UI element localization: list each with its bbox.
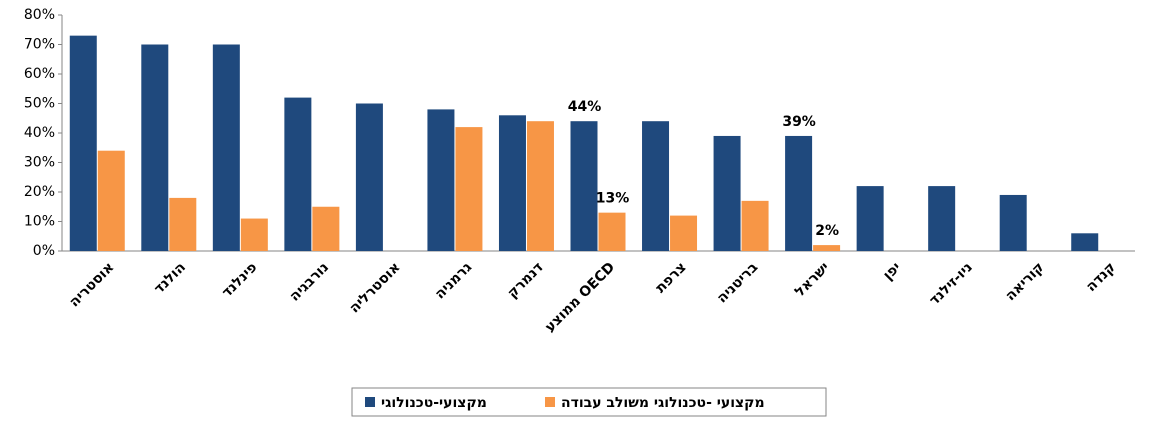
bar	[427, 109, 455, 252]
x-tick-label: הולנד	[151, 259, 189, 297]
bar	[999, 194, 1027, 251]
data-label: 13%	[596, 191, 630, 207]
bar	[856, 186, 884, 251]
x-tick-label: אוסטרליה	[347, 259, 404, 316]
data-label: 44%	[568, 99, 602, 115]
y-tick-label: 50%	[24, 96, 55, 112]
x-tick-label: גרמניה	[432, 259, 475, 302]
legend-label: מקצועי-טכנולוגי	[381, 395, 487, 411]
bar	[785, 135, 813, 251]
x-tick-label: יפן	[880, 259, 904, 283]
legend-swatch	[365, 397, 375, 407]
bar	[284, 97, 312, 251]
legend-box	[351, 387, 827, 417]
bar	[212, 44, 240, 251]
x-tick-label: דנמרק	[505, 259, 547, 301]
data-label: 2%	[815, 223, 839, 239]
bar	[355, 103, 383, 251]
x-tick-label: ממוצע OECD	[542, 259, 618, 335]
y-tick-label: 20%	[24, 184, 55, 200]
y-tick-label: 10%	[24, 214, 55, 230]
x-tick-label: אוסטריה	[66, 259, 117, 310]
x-tick-label: בריטניה	[714, 259, 761, 306]
y-tick-label: 0%	[33, 243, 55, 259]
bar	[598, 212, 626, 251]
y-tick-label: 30%	[24, 155, 55, 171]
x-tick-label: ניו-זילנד	[926, 259, 975, 308]
bar	[141, 44, 169, 251]
bar	[1071, 233, 1099, 251]
bar	[713, 135, 741, 251]
x-tick-label: פינלנד	[219, 259, 261, 301]
y-tick-label: 60%	[24, 66, 55, 82]
data-label: 39%	[782, 114, 816, 130]
x-tick-label: צרפת	[653, 259, 690, 296]
x-tick-label: נורבגיה	[287, 259, 332, 304]
legend-swatch	[545, 397, 555, 407]
bar	[928, 186, 956, 251]
legend: מקצועי-טכנולוגי מקצועי -טכנולוגי משולב עב…	[351, 387, 827, 417]
bar	[240, 218, 268, 251]
bar	[642, 121, 670, 251]
y-tick-label: 40%	[24, 125, 55, 141]
legend-label: מקצועי -טכנולוגי משולב עבודה	[561, 395, 765, 411]
y-tick-label: 70%	[24, 37, 55, 53]
bar	[498, 115, 526, 251]
bar	[169, 197, 197, 251]
x-tick-label: ישראל	[792, 259, 833, 300]
bar	[813, 245, 841, 251]
bar	[741, 200, 769, 251]
x-tick-label: קנדה	[1083, 259, 1119, 295]
bar	[69, 35, 97, 252]
bar	[97, 150, 125, 251]
bar	[526, 121, 554, 251]
bar	[570, 121, 598, 251]
x-tick-label: קוריאה	[1002, 259, 1047, 304]
bar	[455, 127, 483, 251]
bar	[670, 215, 698, 251]
bar	[312, 206, 340, 251]
y-tick-label: 80%	[24, 7, 55, 23]
